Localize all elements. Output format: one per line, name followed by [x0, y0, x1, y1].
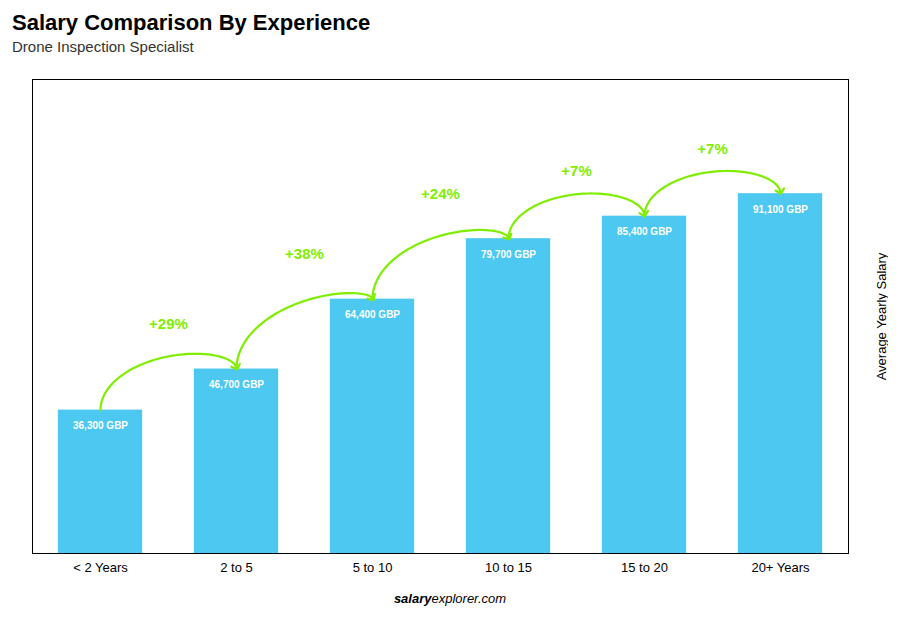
svg-text:+7%: +7% [697, 140, 727, 157]
svg-text:79,700 GBP: 79,700 GBP [481, 249, 536, 260]
svg-text:Average Yearly Salary: Average Yearly Salary [874, 252, 889, 380]
svg-text:85,400 GBP: 85,400 GBP [617, 226, 672, 237]
svg-text:46,700 GBP: 46,700 GBP [209, 379, 264, 390]
svg-text:15 to 20: 15 to 20 [621, 560, 668, 575]
svg-text:+24%: +24% [421, 185, 460, 202]
svg-text:20+ Years: 20+ Years [751, 560, 810, 575]
svg-text:10 to 15: 10 to 15 [485, 560, 532, 575]
svg-text:+29%: +29% [149, 315, 188, 332]
svg-text:64,400 GBP: 64,400 GBP [345, 309, 400, 320]
html-text:Salary Comparison By Experienc: Salary Comparison By Experience [12, 10, 371, 35]
svg-text:< 2 Years: < 2 Years [73, 560, 128, 575]
svg-text:+7%: +7% [561, 162, 591, 179]
svg-text:36,300 GBP: 36,300 GBP [73, 420, 128, 431]
html-text:Drone Inspection Specialist: Drone Inspection Specialist [12, 38, 194, 55]
svg-text:2 to 5: 2 to 5 [220, 560, 253, 575]
html-text:salary explorer.com: salary explorer.com [393, 591, 507, 606]
svg-text:5 to 10: 5 to 10 [353, 560, 393, 575]
svg-text:91,100 GBP: 91,100 GBP [753, 204, 808, 215]
svg-text:+38%: +38% [285, 245, 324, 262]
